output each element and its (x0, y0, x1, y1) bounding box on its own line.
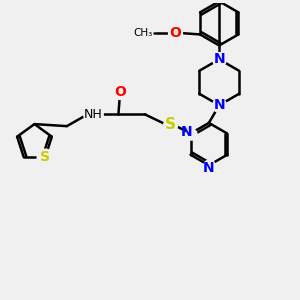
Text: N: N (213, 98, 225, 112)
Text: O: O (114, 85, 126, 99)
Text: O: O (169, 26, 181, 40)
Text: S: S (164, 117, 175, 132)
Text: N: N (181, 125, 193, 139)
Text: N: N (213, 52, 225, 66)
Text: N: N (203, 161, 215, 175)
Text: NH: NH (84, 108, 103, 121)
Text: S: S (40, 150, 50, 164)
Text: CH₃: CH₃ (134, 28, 153, 38)
